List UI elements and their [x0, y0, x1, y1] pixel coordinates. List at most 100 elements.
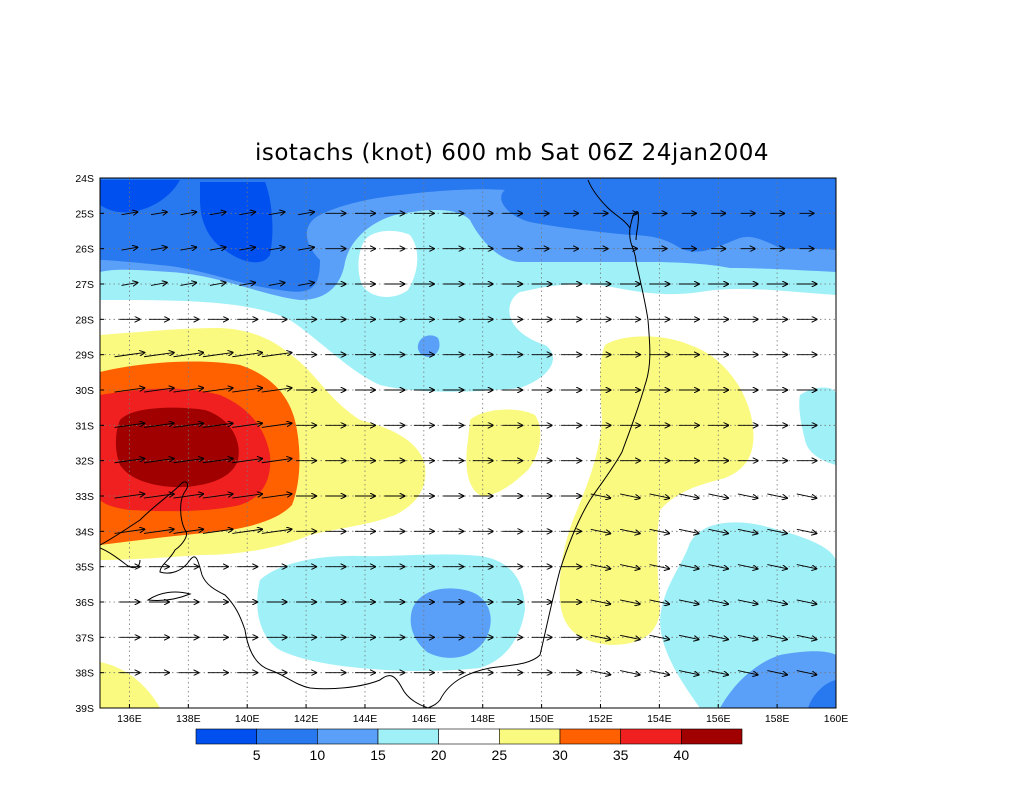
- wind-arrow: [737, 528, 758, 533]
- longitude-axis: 136E 138E 140E 142E 144E 146E 148E 150E 152E 154E…: [117, 704, 848, 725]
- wind-arrow: [737, 493, 758, 498]
- wind-arrow: [737, 599, 758, 604]
- wind-arrow: [590, 493, 611, 498]
- lon-tick-label: 150E: [529, 713, 554, 725]
- lon-tick-label: 142E: [294, 713, 319, 725]
- wind-arrow: [620, 599, 640, 604]
- wind-arrow: [649, 599, 670, 604]
- wind-arrow: [590, 670, 611, 675]
- wind-arrow: [114, 529, 145, 534]
- colorbar-swatch: [620, 728, 682, 745]
- colorbar-swatch: [438, 728, 500, 745]
- wind-arrow: [590, 634, 611, 639]
- colorbar-label: 35: [613, 747, 629, 763]
- wind-arrow: [180, 247, 196, 250]
- wind-arrow: [232, 353, 262, 358]
- colorbar-swatch: [499, 728, 561, 745]
- lat-tick-label: 32S: [75, 456, 94, 468]
- wind-arrow: [239, 283, 255, 286]
- wind-arrow: [202, 494, 233, 499]
- wind-arrow: [708, 528, 728, 533]
- wind-arrow: [767, 493, 787, 498]
- wind-arrow: [649, 528, 670, 533]
- wind-arrow: [796, 634, 817, 639]
- wind-arrow: [767, 564, 787, 569]
- wind-arrow: [202, 423, 233, 428]
- wind-arrow: [114, 388, 145, 393]
- wind-arrow: [649, 564, 670, 569]
- lon-tick-label: 156E: [706, 713, 731, 725]
- colorbar-label: 40: [674, 747, 690, 763]
- lon-tick-label: 148E: [470, 713, 495, 725]
- colorbar-swatch: [256, 728, 318, 745]
- colorbar-label: 30: [552, 747, 568, 763]
- wind-arrow: [232, 388, 262, 393]
- wind-arrow: [767, 528, 787, 533]
- wind-arrow: [708, 493, 728, 498]
- wind-arrow: [173, 494, 203, 499]
- wind-arrow: [678, 528, 699, 533]
- wind-arrow: [143, 353, 174, 358]
- wind-arrow: [298, 247, 314, 250]
- wind-arrow: [678, 564, 699, 569]
- lat-tick-label: 38S: [75, 668, 94, 680]
- wind-arrow: [737, 670, 758, 675]
- wind-arrow: [143, 459, 174, 464]
- wind-arrow: [121, 247, 138, 250]
- wind-arrow: [261, 459, 292, 464]
- map-title: isotachs (knot) 600 mb Sat 06Z 24jan2004: [254, 140, 770, 166]
- wind-arrow: [114, 423, 145, 428]
- colorbar-swatch: [317, 728, 379, 745]
- wind-arrow: [590, 564, 611, 569]
- wind-vectors: [114, 212, 817, 675]
- wind-arrow: [708, 634, 728, 639]
- wind-arrow: [114, 494, 145, 499]
- wind-arrow: [708, 599, 728, 604]
- wind-arrow: [261, 353, 292, 358]
- wind-arrow: [114, 353, 145, 358]
- wind-arrow: [649, 670, 670, 675]
- lon-tick-label: 158E: [765, 713, 790, 725]
- colorbar-swatch: [681, 728, 743, 745]
- wind-arrow: [239, 247, 255, 250]
- wind-arrow: [202, 529, 233, 534]
- wind-arrow: [232, 423, 262, 428]
- wind-arrow: [298, 283, 314, 286]
- wind-arrow: [678, 634, 699, 639]
- lat-tick-label: 34S: [75, 526, 94, 538]
- wind-arrow: [796, 670, 817, 675]
- wind-arrow: [590, 528, 611, 533]
- latitude-axis: 24S 25S 26S 27S 28S 29S 30S 31S 32S 33S 34S 35S 36S 3…: [75, 173, 104, 715]
- lat-tick-label: 31S: [75, 420, 94, 432]
- lat-tick-label: 24S: [75, 173, 94, 185]
- wind-arrow: [590, 599, 611, 604]
- colorbar: 5 10 15 20 25 30 35 40: [195, 728, 743, 763]
- wind-arrow: [737, 564, 758, 569]
- wind-arrow: [678, 670, 699, 675]
- lat-tick-label: 28S: [75, 314, 94, 326]
- wind-arrow: [620, 564, 640, 569]
- wind-arrow: [173, 423, 203, 428]
- wind-arrow: [796, 599, 817, 604]
- wind-arrow: [173, 529, 203, 534]
- wind-arrow: [767, 670, 787, 675]
- wind-arrow: [173, 388, 203, 393]
- wind-arrow: [114, 459, 145, 464]
- lon-tick-label: 152E: [588, 713, 613, 725]
- colorbar-label: 15: [370, 747, 386, 763]
- lon-tick-label: 160E: [824, 713, 849, 725]
- wind-arrow: [620, 528, 640, 533]
- wind-arrow: [143, 494, 174, 499]
- map-frame: [99, 177, 837, 709]
- wind-arrow: [261, 423, 292, 428]
- lat-tick-label: 26S: [75, 244, 94, 256]
- wind-arrow: [143, 423, 174, 428]
- lat-tick-label: 25S: [75, 208, 94, 220]
- wind-arrow: [678, 493, 699, 498]
- wind-arrow: [150, 247, 167, 250]
- wind-arrow: [261, 494, 292, 499]
- wind-arrow: [268, 212, 285, 215]
- wind-arrow: [649, 634, 670, 639]
- lat-tick-label: 39S: [75, 703, 94, 715]
